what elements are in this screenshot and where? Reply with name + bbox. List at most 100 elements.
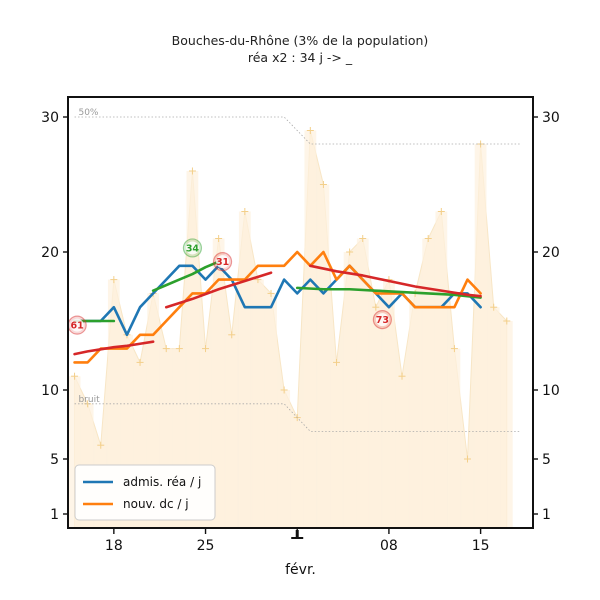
- daily-point: [280, 386, 288, 394]
- y-tick-label: 30: [542, 110, 560, 126]
- daily-bar: [199, 348, 212, 528]
- daily-bar: [422, 238, 435, 528]
- daily-point: [346, 248, 354, 256]
- x-tick-label: 08: [380, 538, 398, 554]
- reference-lines: 50% bruit: [74, 108, 520, 432]
- daily-bar: [343, 252, 356, 528]
- trend-line-5: [73, 340, 155, 356]
- annotation-label: 73: [376, 315, 389, 326]
- x-axis-label: févr.: [285, 562, 316, 578]
- legend-label: nouv. dc / j: [123, 497, 189, 511]
- daily-points: [71, 127, 511, 463]
- daily-bar: [186, 171, 199, 528]
- y-tick-label: 10: [542, 383, 560, 399]
- daily-bar: [448, 348, 461, 528]
- legend-label: admis. réa / j: [123, 475, 201, 489]
- daily-bars: [68, 97, 533, 529]
- daily-bar: [134, 362, 146, 528]
- daily-point: [188, 167, 196, 175]
- daily-point: [333, 358, 341, 366]
- daily-point: [241, 208, 249, 215]
- daily-point: [464, 455, 472, 463]
- daily-point: [267, 289, 275, 297]
- y-tick-label: 20: [542, 245, 560, 261]
- y-tick-label: 1: [542, 507, 551, 523]
- daily-point: [228, 331, 236, 339]
- daily-point: [110, 276, 118, 284]
- daily-bar: [265, 293, 277, 528]
- annotation-label: 31: [216, 257, 229, 268]
- daily-bar: [291, 417, 304, 528]
- daily-point: [97, 441, 105, 449]
- legend: admis. réa / j nouv. dc / j: [74, 464, 216, 521]
- plot-frame: [67, 96, 534, 529]
- trend-line-6: [164, 271, 273, 309]
- daily-bar: [356, 238, 369, 528]
- annotation-label: 34: [186, 243, 200, 254]
- daily-bar: [396, 376, 408, 528]
- daily-point: [424, 235, 432, 242]
- chart-subtitle: réa x2 : 34 j -> _: [247, 50, 353, 65]
- daily-bar: [435, 211, 448, 528]
- reference-line: [74, 403, 520, 432]
- daily-point: [359, 235, 367, 242]
- daily-bar: [278, 390, 291, 528]
- daily-point: [398, 372, 406, 380]
- daily-bar: [474, 144, 487, 528]
- daily-bar: [121, 334, 133, 528]
- daily-bar: [160, 348, 173, 528]
- trend-line-7: [309, 264, 482, 298]
- annotation-badge: 34: [182, 238, 203, 258]
- annotation-label: 61: [71, 320, 84, 331]
- series-lines: [73, 250, 482, 364]
- annotation-badges: 61 34 31 73: [67, 238, 392, 335]
- reference-line: [74, 116, 520, 145]
- daily-bar: [173, 348, 186, 528]
- daily-bar: [225, 334, 238, 528]
- daily-point: [215, 235, 223, 242]
- trend-line-3: [151, 260, 220, 292]
- daily-bar: [369, 307, 382, 528]
- daily-point: [202, 345, 210, 353]
- daily-bar: [409, 293, 422, 528]
- daily-point: [450, 345, 458, 353]
- daily-bar: [147, 293, 160, 528]
- daily-point: [503, 317, 511, 325]
- y-tick-label: 30: [41, 110, 59, 126]
- daily-bar: [461, 459, 474, 528]
- y-tick-label: 10: [41, 383, 59, 399]
- daily-point: [162, 345, 170, 353]
- y-tick-label: 20: [41, 245, 59, 261]
- x-tick-label: 18: [105, 538, 123, 554]
- daily-point: [306, 127, 314, 134]
- annotation-badge: 31: [212, 252, 233, 272]
- daily-point: [71, 372, 79, 380]
- daily-point: [437, 208, 445, 215]
- series-line-1: [73, 250, 482, 364]
- reference-label-upper: 50%: [78, 108, 98, 118]
- daily-point: [136, 358, 144, 366]
- trend-line-4: [295, 286, 482, 299]
- annotation-badge: 73: [372, 310, 392, 330]
- legend-box: [74, 464, 216, 521]
- annotation-badge: 61: [67, 315, 87, 335]
- daily-point: [319, 181, 327, 188]
- reference-label-lower: bruit: [78, 395, 100, 405]
- daily-bar: [500, 321, 513, 528]
- x-tick-label: 25: [197, 538, 215, 554]
- daily-bar: [317, 184, 330, 528]
- daily-bar: [304, 130, 317, 528]
- daily-bar: [68, 376, 81, 528]
- y-tick-label: 5: [50, 452, 59, 468]
- daily-bar: [238, 211, 251, 528]
- daily-bar: [330, 362, 343, 528]
- x-tick-label: 15: [472, 538, 490, 554]
- daily-bar: [487, 307, 500, 528]
- daily-bar: [212, 238, 225, 528]
- daily-bar: [383, 279, 395, 528]
- daily-point: [372, 303, 380, 311]
- daily-point: [490, 303, 498, 311]
- daily-point: [175, 345, 183, 353]
